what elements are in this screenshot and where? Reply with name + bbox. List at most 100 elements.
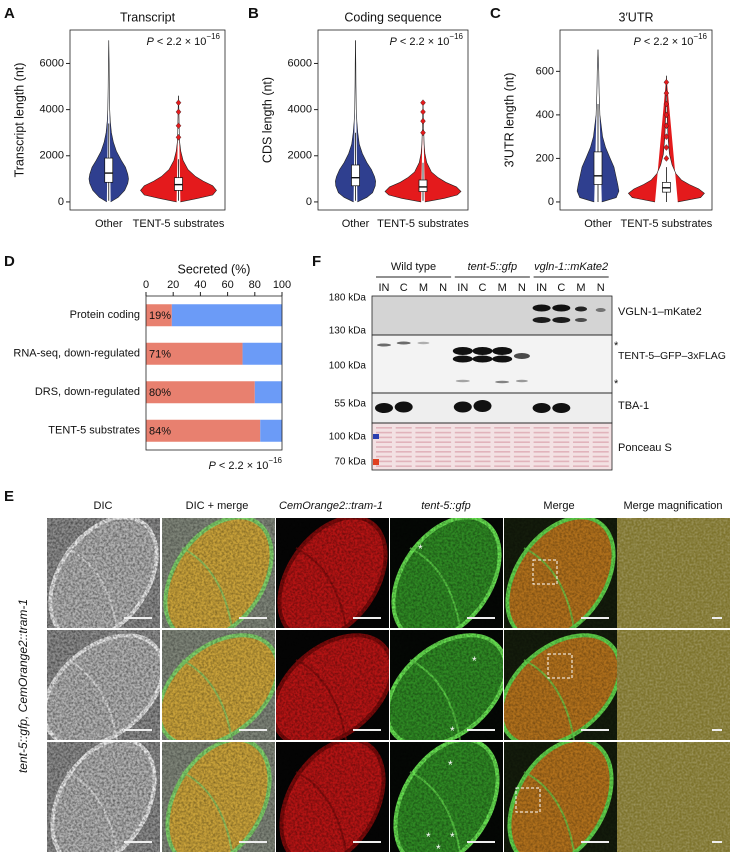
ponceau-band [474,431,491,434]
ponceau-band [573,465,589,467]
lane-label: C [400,282,408,294]
chart-title: Secreted (%) [178,262,251,276]
x-tick-label: Other [342,218,370,230]
lane-group-label: tent-5::gfp [468,261,518,273]
ponceau-band [573,431,589,434]
y-tick-label: 4000 [288,104,312,116]
blot-frame [371,422,613,471]
x-tick-label: 20 [167,279,179,291]
y-tick-label: 600 [536,65,554,77]
ponceau-band [494,465,511,467]
lane-label: IN [457,282,468,294]
asterisk: * [450,724,455,738]
size-marker: 180 kDa [329,293,367,304]
y-axis-label: Transcript length (nt) [12,63,26,178]
outlier [420,108,426,116]
lane-group-label: Wild type [391,261,436,273]
violin-half [335,40,356,202]
violin-half [355,40,376,202]
violin-half [108,40,129,202]
lane-label: C [557,282,565,294]
violin-half [178,95,217,202]
ponceau-band [474,465,491,467]
ponceau-band [395,441,412,443]
micrograph [504,742,617,852]
ponceau-band [553,431,570,434]
ponceau-band [415,446,432,448]
ponceau-band [553,451,570,453]
ponceau-band [592,465,609,467]
ponceau-band [533,451,550,453]
asterisk: * [472,654,477,668]
blot-band [552,304,571,312]
texture [617,630,730,740]
ladder [373,459,379,465]
texture [617,742,730,852]
micrograph [47,742,160,852]
lane-label: IN [379,282,390,294]
p-text: < 2.2 × 10 [154,36,207,48]
ponceau-band [513,446,530,448]
ponceau-band [376,451,392,453]
ponceau-band [376,446,392,448]
bar-segment [146,419,261,442]
ponceau-band [553,446,570,448]
ponceau-band [415,441,432,443]
y-tick-label: 0 [58,196,64,208]
micrograph [617,518,730,628]
bar-segment [146,342,243,365]
ponceau-band [573,446,589,448]
blot-band [452,355,473,363]
violin-half [598,49,619,202]
ponceau-band [553,460,570,463]
ponceau-band [435,455,452,458]
ponceau-band [513,451,530,453]
ponceau-band [454,446,471,448]
zoom-box [515,787,541,813]
violin-half [423,102,461,202]
blot-band [452,347,473,355]
blot-band [495,380,510,384]
ponceau-band [553,427,570,429]
ponceau-band [592,431,609,434]
ponceau-band [474,441,491,443]
p-symbol: P [633,36,641,48]
outlier [175,99,182,107]
p-text: < 2.2 × 10 [397,36,450,48]
x-tick-label: 40 [194,279,206,291]
violin-half [577,49,598,202]
blot-band [552,317,571,323]
asterisk: * [436,842,441,856]
y-tick-label: 6000 [40,57,64,69]
blot-row [372,335,612,393]
size-marker: 130 kDa [329,326,367,337]
micrograph [617,742,730,852]
column-header: CemOrange2::tram-1 [279,500,383,512]
ponceau-band [592,455,609,458]
chart-title: Coding sequence [344,10,441,24]
p-value: P < 2.2 × 10−16 [208,456,282,472]
ponceau-band [395,465,412,467]
violin-outline [576,49,599,203]
y-tick-label: 0 [306,196,312,208]
p-value: P < 2.2 × 10−16 [389,32,463,48]
column-header: Merge magnification [623,500,722,512]
ponceau-band [513,441,530,443]
outlier [663,78,670,86]
ponceau-band [573,436,589,439]
texture [617,518,730,628]
box [593,151,603,185]
asterisk: * [426,830,431,844]
ponceau-band [494,455,511,458]
p-text: < 2.2 × 10 [216,460,269,472]
x-tick-label: Other [584,218,612,230]
texture [276,742,389,852]
texture [276,630,389,740]
ponceau-band [435,431,452,434]
blot-band [575,306,587,312]
blot-band [513,353,530,359]
micrograph [390,742,503,852]
size-marker: 70 kDa [334,457,366,468]
ponceau-band [513,436,530,439]
micrograph [162,518,275,628]
